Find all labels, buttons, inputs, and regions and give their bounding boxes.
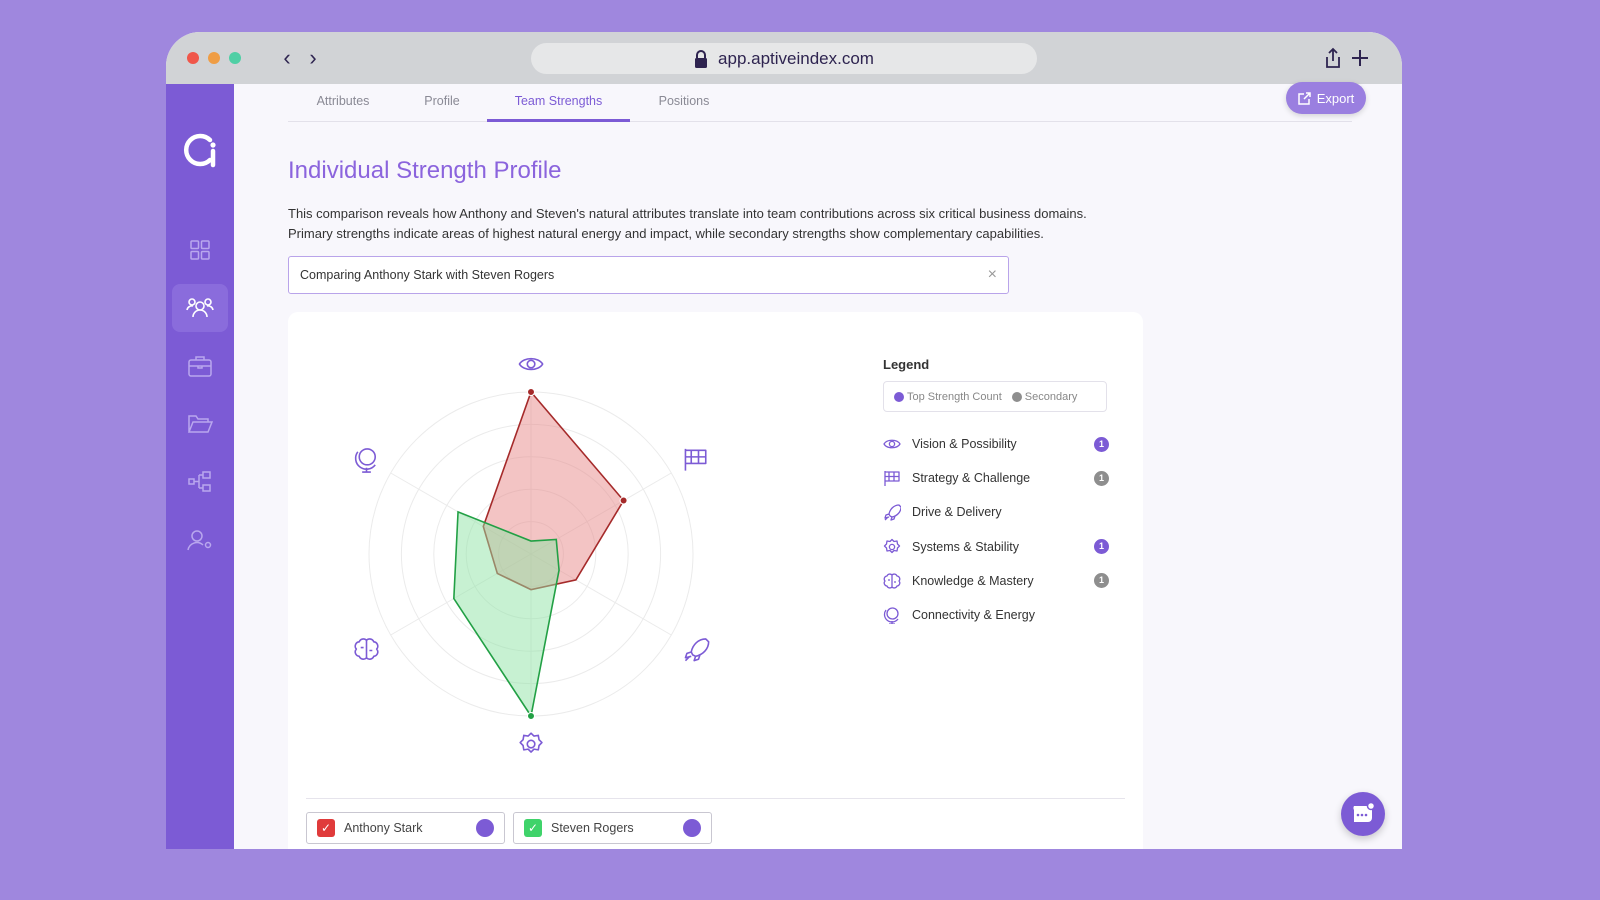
comparison-input[interactable]: Comparing Anthony Stark with Steven Roge… (288, 256, 1009, 294)
person-toggle-anthony-stark[interactable]: ✓ Anthony Stark (306, 812, 505, 844)
export-label: Export (1316, 90, 1355, 106)
page-description: This comparison reveals how Anthony and … (288, 204, 1168, 243)
legend-item-label: Connectivity & Energy (912, 608, 1035, 622)
data-point (527, 712, 535, 720)
strength-count-badge: 1 (1094, 573, 1109, 589)
org-chart-icon (188, 471, 211, 492)
lock-icon (695, 49, 708, 68)
folder-icon (187, 415, 213, 433)
address-bar[interactable]: app.aptiveindex.com (531, 43, 1037, 74)
dashboard-grid-icon (190, 240, 210, 260)
page-title: Individual Strength Profile (288, 157, 562, 184)
back-button[interactable]: ‹ (283, 45, 291, 70)
strength-chart-card: Legend Top Strength Count Secondary Visi… (288, 312, 1143, 849)
legend-item-systems-stability[interactable]: Systems & Stability 1 (883, 535, 1109, 559)
person-name: Anthony Stark (344, 821, 423, 835)
browser-toolbar: ‹ › app.aptiveindex.com (166, 32, 1402, 84)
app-logo (183, 133, 216, 168)
legend-item-label: Strategy & Challenge (912, 471, 1031, 486)
sidebar (166, 84, 234, 849)
brain-icon (883, 573, 901, 589)
tab-bar: Attributes Profile Team Strengths Positi… (288, 84, 1352, 122)
radar-chart (354, 357, 710, 753)
axis-eye-icon (518, 357, 544, 371)
axis-globe-icon (354, 448, 377, 473)
chat-icon (1353, 802, 1376, 822)
maximize-window-button[interactable] (229, 52, 241, 64)
sidebar-item-dashboard[interactable] (172, 226, 228, 274)
series-area-steven-rogers (453, 510, 560, 719)
axis-rocket-icon (684, 638, 710, 662)
person-profile-icon (683, 819, 701, 837)
legend-item-drive-delivery[interactable]: Drive & Delivery (883, 500, 1109, 524)
share-icon[interactable] (1322, 47, 1344, 69)
forward-button[interactable]: › (309, 45, 317, 70)
strength-count-badge: 1 (1094, 539, 1109, 555)
tab-positions[interactable]: Positions (658, 94, 710, 108)
flag-icon (884, 471, 900, 487)
axis-brain-icon (354, 638, 379, 660)
description-line-2: Primary strengths indicate areas of high… (288, 225, 1044, 241)
divider (306, 798, 1125, 799)
person-name: Steven Rogers (551, 821, 634, 835)
person-profile-icon (476, 819, 494, 837)
user-settings-icon (187, 530, 212, 551)
legend-item-label: Systems & Stability (912, 539, 1019, 554)
tab-team-strengths[interactable]: Team Strengths (487, 84, 630, 122)
comparison-input-value: Comparing Anthony Stark with Steven Roge… (300, 268, 555, 282)
close-window-button[interactable] (187, 52, 199, 64)
new-tab-icon[interactable] (1349, 47, 1371, 69)
strength-count-badge: 1 (1094, 470, 1109, 486)
tab-profile[interactable]: Profile (424, 94, 460, 108)
rocket-icon (884, 504, 901, 522)
strength-count-badge: 1 (1094, 436, 1109, 452)
browser-window: ‹ › app.aptiveindex.com Attributes Profi… (166, 32, 1402, 849)
export-button[interactable]: Export (1286, 82, 1366, 114)
axis-gear-icon (519, 732, 543, 753)
sidebar-item-positions[interactable] (172, 342, 228, 390)
sidebar-item-user-settings[interactable] (172, 516, 228, 564)
legend-key-top: Top Strength Count (894, 391, 1002, 403)
data-point (619, 496, 628, 505)
legend-item-label: Knowledge & Mastery (912, 573, 1034, 588)
legend-key-secondary: Secondary (1011, 391, 1077, 403)
sidebar-item-team[interactable] (172, 284, 228, 332)
checkbox-checked[interactable]: ✓ (524, 819, 542, 837)
minimize-window-button[interactable] (208, 52, 220, 64)
legend-item-strategy-challenge[interactable]: Strategy & Challenge 1 (883, 466, 1109, 490)
legend-item-label: Drive & Delivery (912, 505, 1002, 520)
legend-item-knowledge-mastery[interactable]: Knowledge & Mastery 1 (883, 569, 1109, 593)
data-point (527, 388, 535, 396)
checkbox-checked[interactable]: ✓ (317, 819, 335, 837)
sidebar-item-org-chart[interactable] (172, 458, 228, 506)
eye-icon (883, 439, 901, 449)
url-text: app.aptiveindex.com (718, 48, 874, 68)
briefcase-icon (188, 356, 212, 377)
tab-attributes[interactable]: Attributes (316, 94, 370, 108)
clear-icon[interactable]: × (987, 266, 997, 283)
external-link-icon (1297, 91, 1311, 105)
legend-key: Top Strength Count Secondary (883, 381, 1107, 412)
legend-item-label: Vision & Possibility (912, 437, 1017, 451)
chat-button[interactable] (1341, 792, 1385, 836)
team-icon (186, 298, 214, 318)
axis-flag-icon (684, 448, 707, 471)
legend-item-connectivity-energy[interactable]: Connectivity & Energy (883, 603, 1109, 627)
description-line-1: This comparison reveals how Anthony and … (288, 206, 1087, 221)
sidebar-item-files[interactable] (172, 400, 228, 448)
legend-title: Legend (883, 357, 930, 372)
legend-item-vision-possibility[interactable]: Vision & Possibility 1 (883, 432, 1109, 456)
person-toggle-steven-rogers[interactable]: ✓ Steven Rogers (513, 812, 712, 844)
globe-icon (883, 607, 899, 624)
gear-icon (883, 538, 901, 553)
